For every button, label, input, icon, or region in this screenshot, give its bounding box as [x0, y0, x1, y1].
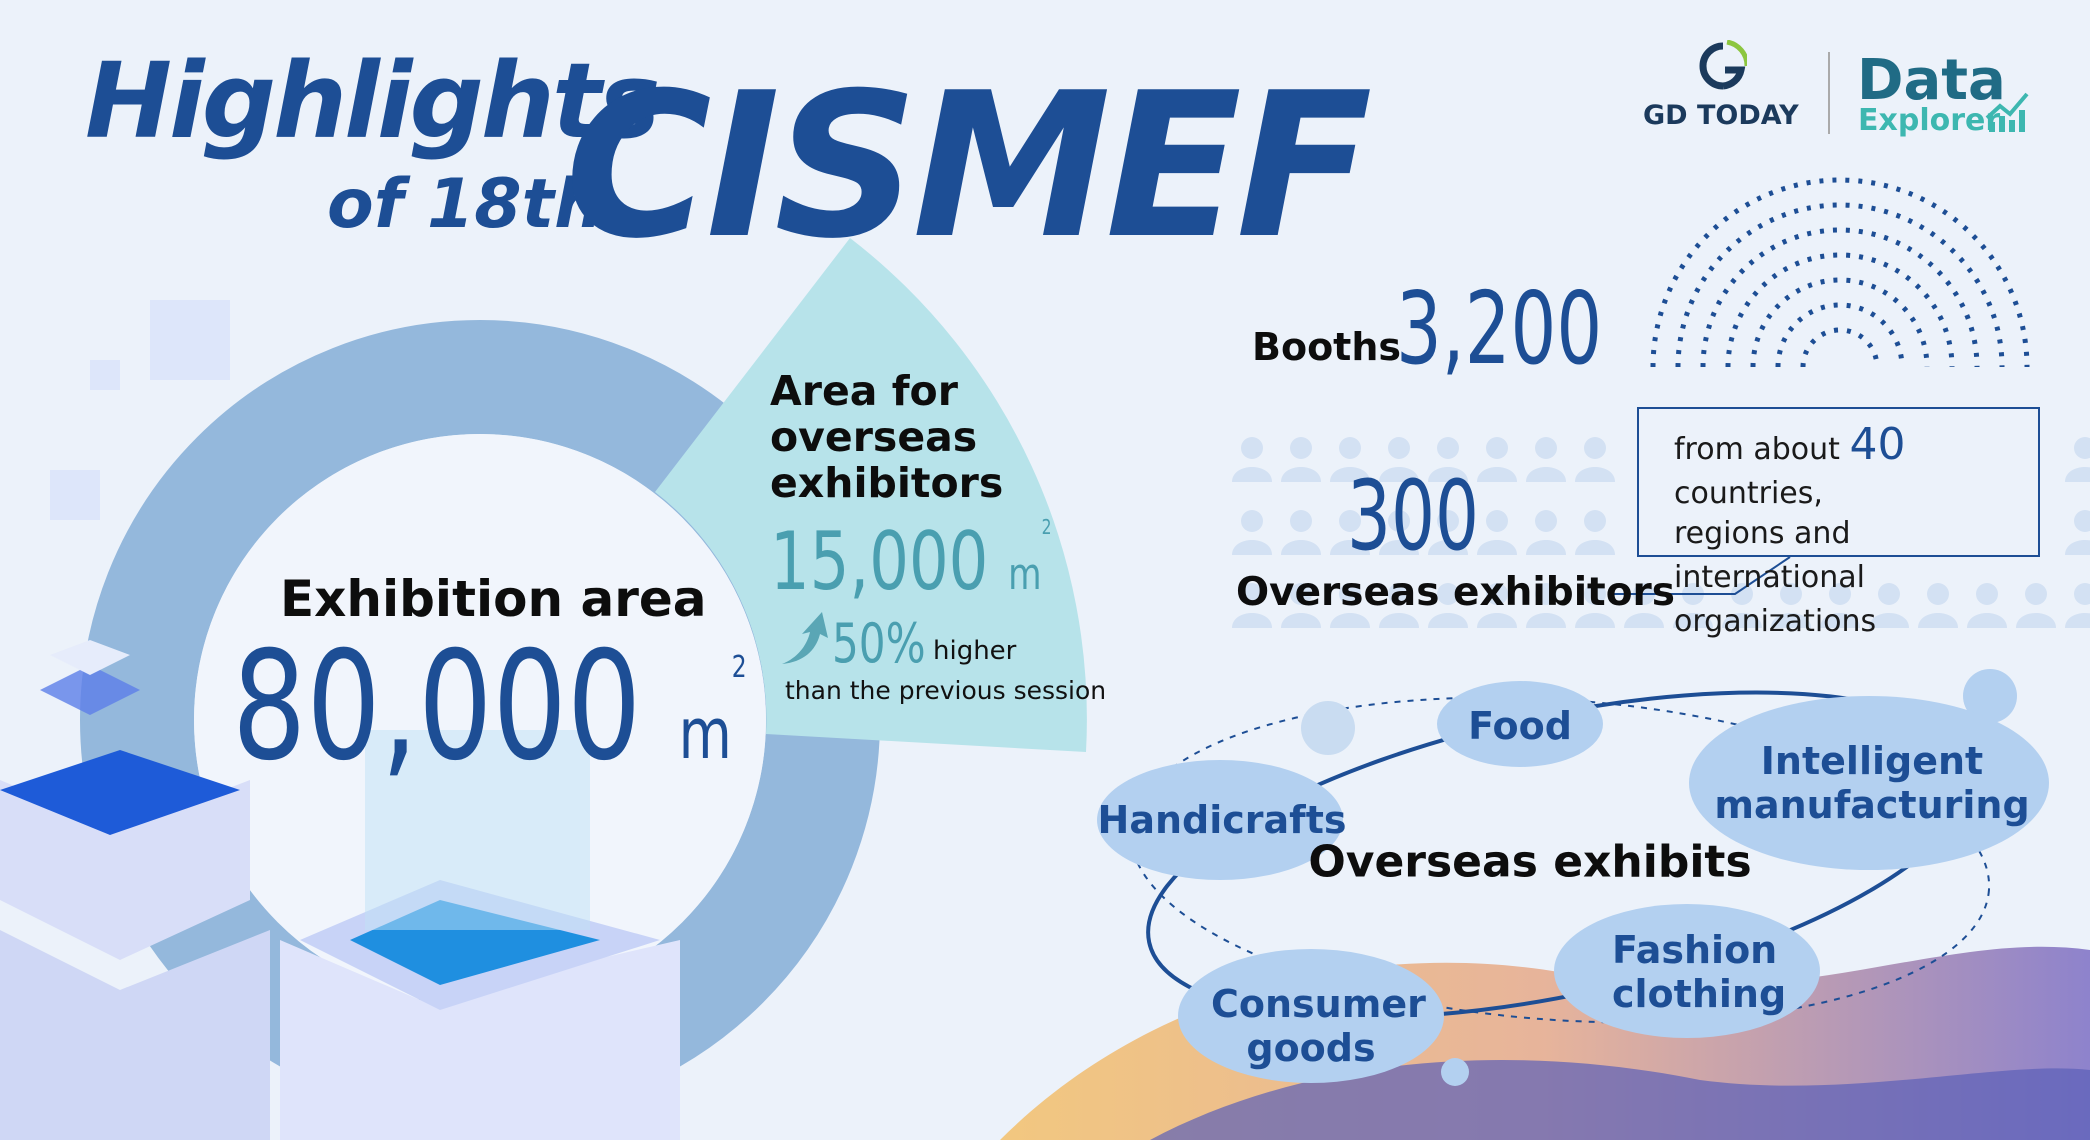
overseas-area-wedge: [655, 238, 1087, 752]
category-fashion-clothing: Fashion clothing: [1612, 928, 1787, 1016]
gd-today-logo-icon: [1699, 40, 1747, 90]
person-icon: [1379, 583, 1419, 628]
bubble-intelligent-manufacturing: [1689, 696, 2049, 870]
person-icon: [1379, 510, 1419, 555]
person-icon: [1232, 583, 1272, 628]
exhibition-area-value: 80,000 m2: [232, 620, 747, 794]
title-edition: of 18th: [327, 165, 603, 244]
person-icon: [1330, 583, 1370, 628]
person-icon: [1526, 510, 1566, 555]
person-icon: [1722, 583, 1762, 628]
note-connector: [1613, 556, 1791, 595]
overseas-exhibitors-label: Overseas exhibitors: [1236, 570, 1675, 615]
person-icon: [1428, 437, 1468, 482]
logo-divider: [1828, 52, 1830, 134]
person-icon: [1379, 437, 1419, 482]
increase-percent: 50%: [832, 612, 926, 675]
person-icon: [1575, 437, 1615, 482]
person-icon: [1526, 583, 1566, 628]
category-intelligent-manufacturing: Intelligent manufacturing: [1714, 739, 2030, 827]
server-illustration: [0, 300, 680, 1140]
up-arrow-icon: [782, 612, 828, 664]
person-icon: [1281, 437, 1321, 482]
booths-value: 3,200: [1396, 270, 1603, 387]
category-food: Food: [1468, 704, 1572, 748]
category-handicrafts: Handicrafts: [1097, 798, 1347, 842]
people-icons-grid: [1232, 437, 2090, 628]
person-icon: [1869, 583, 1909, 628]
category-consumer-goods: Consumer goods: [1211, 982, 1426, 1070]
person-icon: [1330, 510, 1370, 555]
exhibition-area-label: Exhibition area: [280, 570, 707, 628]
bubble-food: [1437, 681, 1603, 767]
bubble-fashion-clothing: [1554, 904, 1820, 1038]
bubble-consumer-goods: [1178, 949, 1444, 1083]
countries-note-box: from about 40 countries, regions and int…: [1637, 407, 2040, 639]
person-icon: [1428, 583, 1468, 628]
person-icon: [1232, 510, 1272, 555]
person-icon: [1477, 583, 1517, 628]
person-icon: [1771, 583, 1811, 628]
bottom-wave-2: [1150, 1060, 2090, 1140]
person-icon: [1281, 510, 1321, 555]
person-icon: [1477, 510, 1517, 555]
overseas-area-label: Area for overseas exhibitors: [770, 367, 1004, 507]
data-explorer-logo-data: Data: [1857, 48, 2006, 113]
person-icon: [2016, 583, 2056, 628]
booths-dotted-arcs: [1650, 177, 2030, 368]
overseas-exhibits-label: Overseas exhibits: [1308, 836, 1752, 888]
person-icon: [1330, 437, 1370, 482]
person-icon: [1477, 437, 1517, 482]
overseas-area-value: 15,000 m2: [770, 515, 1052, 608]
person-icon: [1232, 437, 1272, 482]
person-icon: [2065, 510, 2090, 555]
title-highlights: Highlights: [85, 40, 661, 162]
title-cismef: CISMEF: [565, 50, 1372, 283]
person-icon: [1820, 583, 1860, 628]
bubble-handicrafts: [1097, 760, 1343, 880]
person-icon: [1575, 510, 1615, 555]
comparison-text: than the previous session: [785, 676, 1107, 705]
chart-arrow-icon: [1985, 92, 2029, 132]
person-icon: [1281, 583, 1321, 628]
person-icon: [1428, 510, 1468, 555]
person-icon: [1967, 583, 2007, 628]
person-icon: [2065, 437, 2090, 482]
person-icon: [2065, 583, 2090, 628]
booths-label: Booths: [1252, 325, 1402, 369]
overseas-exhibitors-value: 300: [1347, 460, 1479, 572]
person-icon: [1918, 583, 1958, 628]
person-icon: [1575, 583, 1615, 628]
increase-text: higher: [933, 636, 1017, 666]
data-explorer-logo-explorer: Explorer: [1858, 103, 2001, 138]
person-icon: [1526, 437, 1566, 482]
gd-today-logo: GD TODAY: [1643, 100, 1799, 131]
